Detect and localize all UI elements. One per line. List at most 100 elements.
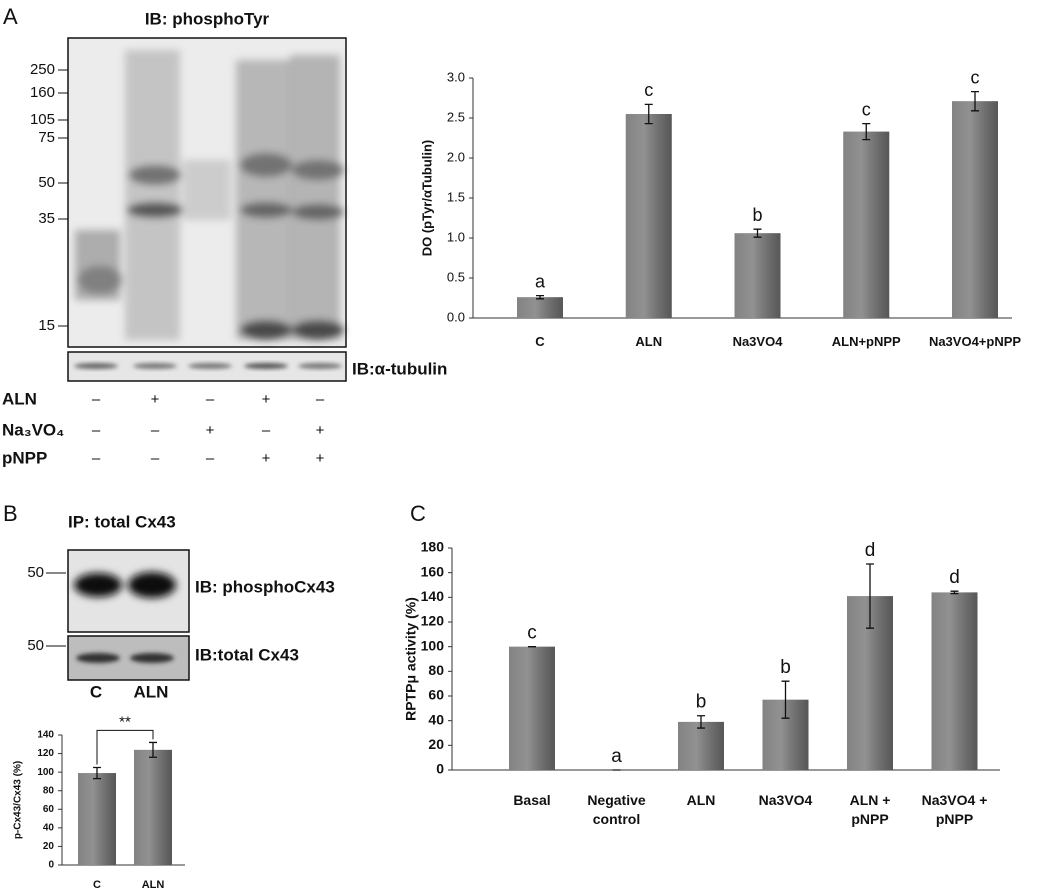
mw-marker: 250 [30,61,55,78]
x-tick-label: Na3VO4 [732,334,783,349]
treatment-sign: – [206,391,215,408]
blot-label: IB:α-tubulin [352,359,447,378]
bar-shade [734,233,781,318]
panel-label: B [3,501,18,526]
error-bar [149,741,157,758]
y-tick-label: 140 [37,730,54,741]
significance-letter: a [535,271,546,291]
y-tick-label: 20 [43,841,55,852]
y-tick-label: 60 [43,804,55,815]
y-tick-label: 80 [428,662,444,678]
treatment-label: pNPP [2,448,47,467]
significance-letter: d [949,567,960,588]
x-tick-label: ALN [635,334,663,349]
blot-title: IB: phosphoTyr [145,9,270,28]
y-tick-label: 60 [428,687,444,703]
panel-label: A [3,4,18,29]
error-bar [971,90,979,112]
x-tick-label: Na3VO4 + pNPP [921,792,988,827]
x-tick-label: ALN [141,879,165,891]
significance-letter: b [780,657,791,678]
lane-label: C [90,682,102,701]
treatment-sign: – [92,422,101,439]
treatment-sign: + [262,450,271,467]
y-tick-label: 180 [421,539,445,555]
error-bar [536,294,544,300]
y-tick-label: 80 [43,785,55,796]
error-bar [950,590,959,595]
y-tick-label: 120 [37,748,54,759]
treatment-sign: + [206,422,215,439]
treatment-sign: – [262,422,271,439]
bar-shade [952,101,998,318]
y-tick-label: 160 [421,563,445,579]
mw-marker: 105 [30,111,55,128]
error-bar [93,766,101,780]
x-tick-label: Na3VO4 [758,792,813,808]
significance-letter: c [527,623,537,644]
x-tick-label: ALN + pNPP [849,792,891,827]
x-tick-label: ALN+pNPP [831,334,901,349]
bar-shade [509,646,555,770]
mw-marker: 75 [38,129,55,146]
x-tick-label: Na3VO4+pNPP [928,334,1022,349]
significance-letter: b [752,205,762,225]
treatment-sign: – [92,450,101,467]
mw-marker: 35 [38,210,55,227]
mw-marker: 160 [30,84,55,101]
mw-marker: 15 [38,317,55,334]
blot-image [46,549,190,681]
bar-shade [843,131,890,318]
y-axis-label: DO (pTyr/αTubulin) [419,140,434,257]
y-tick-label: 140 [421,588,445,604]
significance-letter: c [971,67,980,87]
panel-label: C [410,501,426,526]
treatment-sign: – [206,450,215,467]
x-tick-label: C [93,879,101,891]
x-tick-label: Basal [513,792,551,808]
y-tick-label: 1.0 [447,229,465,244]
blot-image [67,37,347,382]
mw-marker: 50 [27,564,44,581]
y-tick-label: 40 [428,711,444,727]
error-bar [644,103,653,125]
y-tick-label: 20 [428,736,444,752]
bar-shade [931,592,978,770]
error-bar [781,680,790,719]
bar-shade [517,297,563,318]
significance-letter: c [862,99,871,119]
error-bar [697,715,705,729]
treatment-sign: – [316,391,325,408]
y-tick-label: 0.0 [447,309,465,324]
error-bar [862,122,871,141]
significance-letter: c [644,80,653,100]
annotation: ** [119,713,131,730]
bar-shade [678,721,724,770]
bar-shade [78,773,116,865]
y-tick-label: 120 [421,613,445,629]
y-tick-label: 0 [436,761,444,777]
significance-letter: d [865,540,876,561]
mw-marker: 50 [27,637,44,654]
blot-title: IP: total Cx43 [68,512,176,531]
y-tick-label: 2.5 [447,109,465,124]
y-tick-label: 0.5 [447,269,465,284]
bar-shade [625,114,672,318]
y-tick-label: 3.0 [447,69,465,84]
significance-letter: a [611,746,622,767]
treatment-sign: + [151,391,160,408]
y-tick-label: 0 [48,860,54,871]
x-tick-label: ALN [686,792,716,808]
lane-label: ALN [134,682,169,701]
y-tick-label: 100 [37,767,54,778]
error-bar [753,228,762,238]
y-tick-label: 100 [421,637,445,653]
significance-letter: b [696,692,707,713]
treatment-label: Na₃VO₄ [2,420,64,439]
y-axis-label: RPTPμ activity (%) [403,597,419,721]
x-tick-label: C [535,334,545,349]
error-bar [866,563,874,629]
blot-label: IB: phosphoCx43 [195,577,335,596]
significance-bracket [96,729,154,765]
